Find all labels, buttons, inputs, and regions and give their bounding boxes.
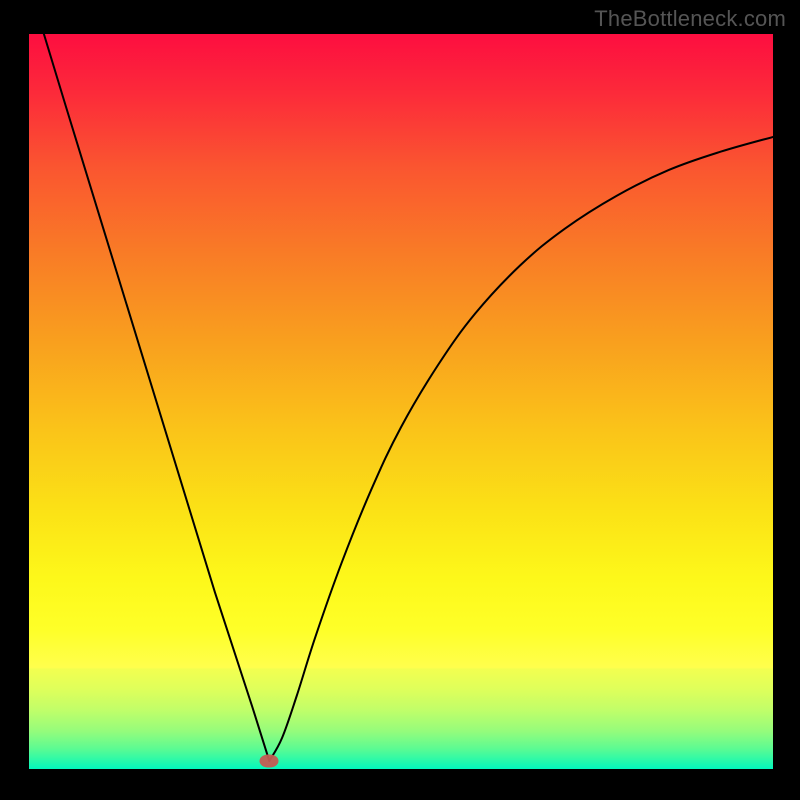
curve-left-branch bbox=[44, 34, 269, 761]
plot-area bbox=[29, 34, 773, 769]
curve-chart bbox=[29, 34, 773, 769]
curve-right-branch bbox=[269, 137, 773, 761]
minimum-marker bbox=[260, 754, 279, 767]
watermark-text: TheBottleneck.com bbox=[594, 6, 786, 32]
